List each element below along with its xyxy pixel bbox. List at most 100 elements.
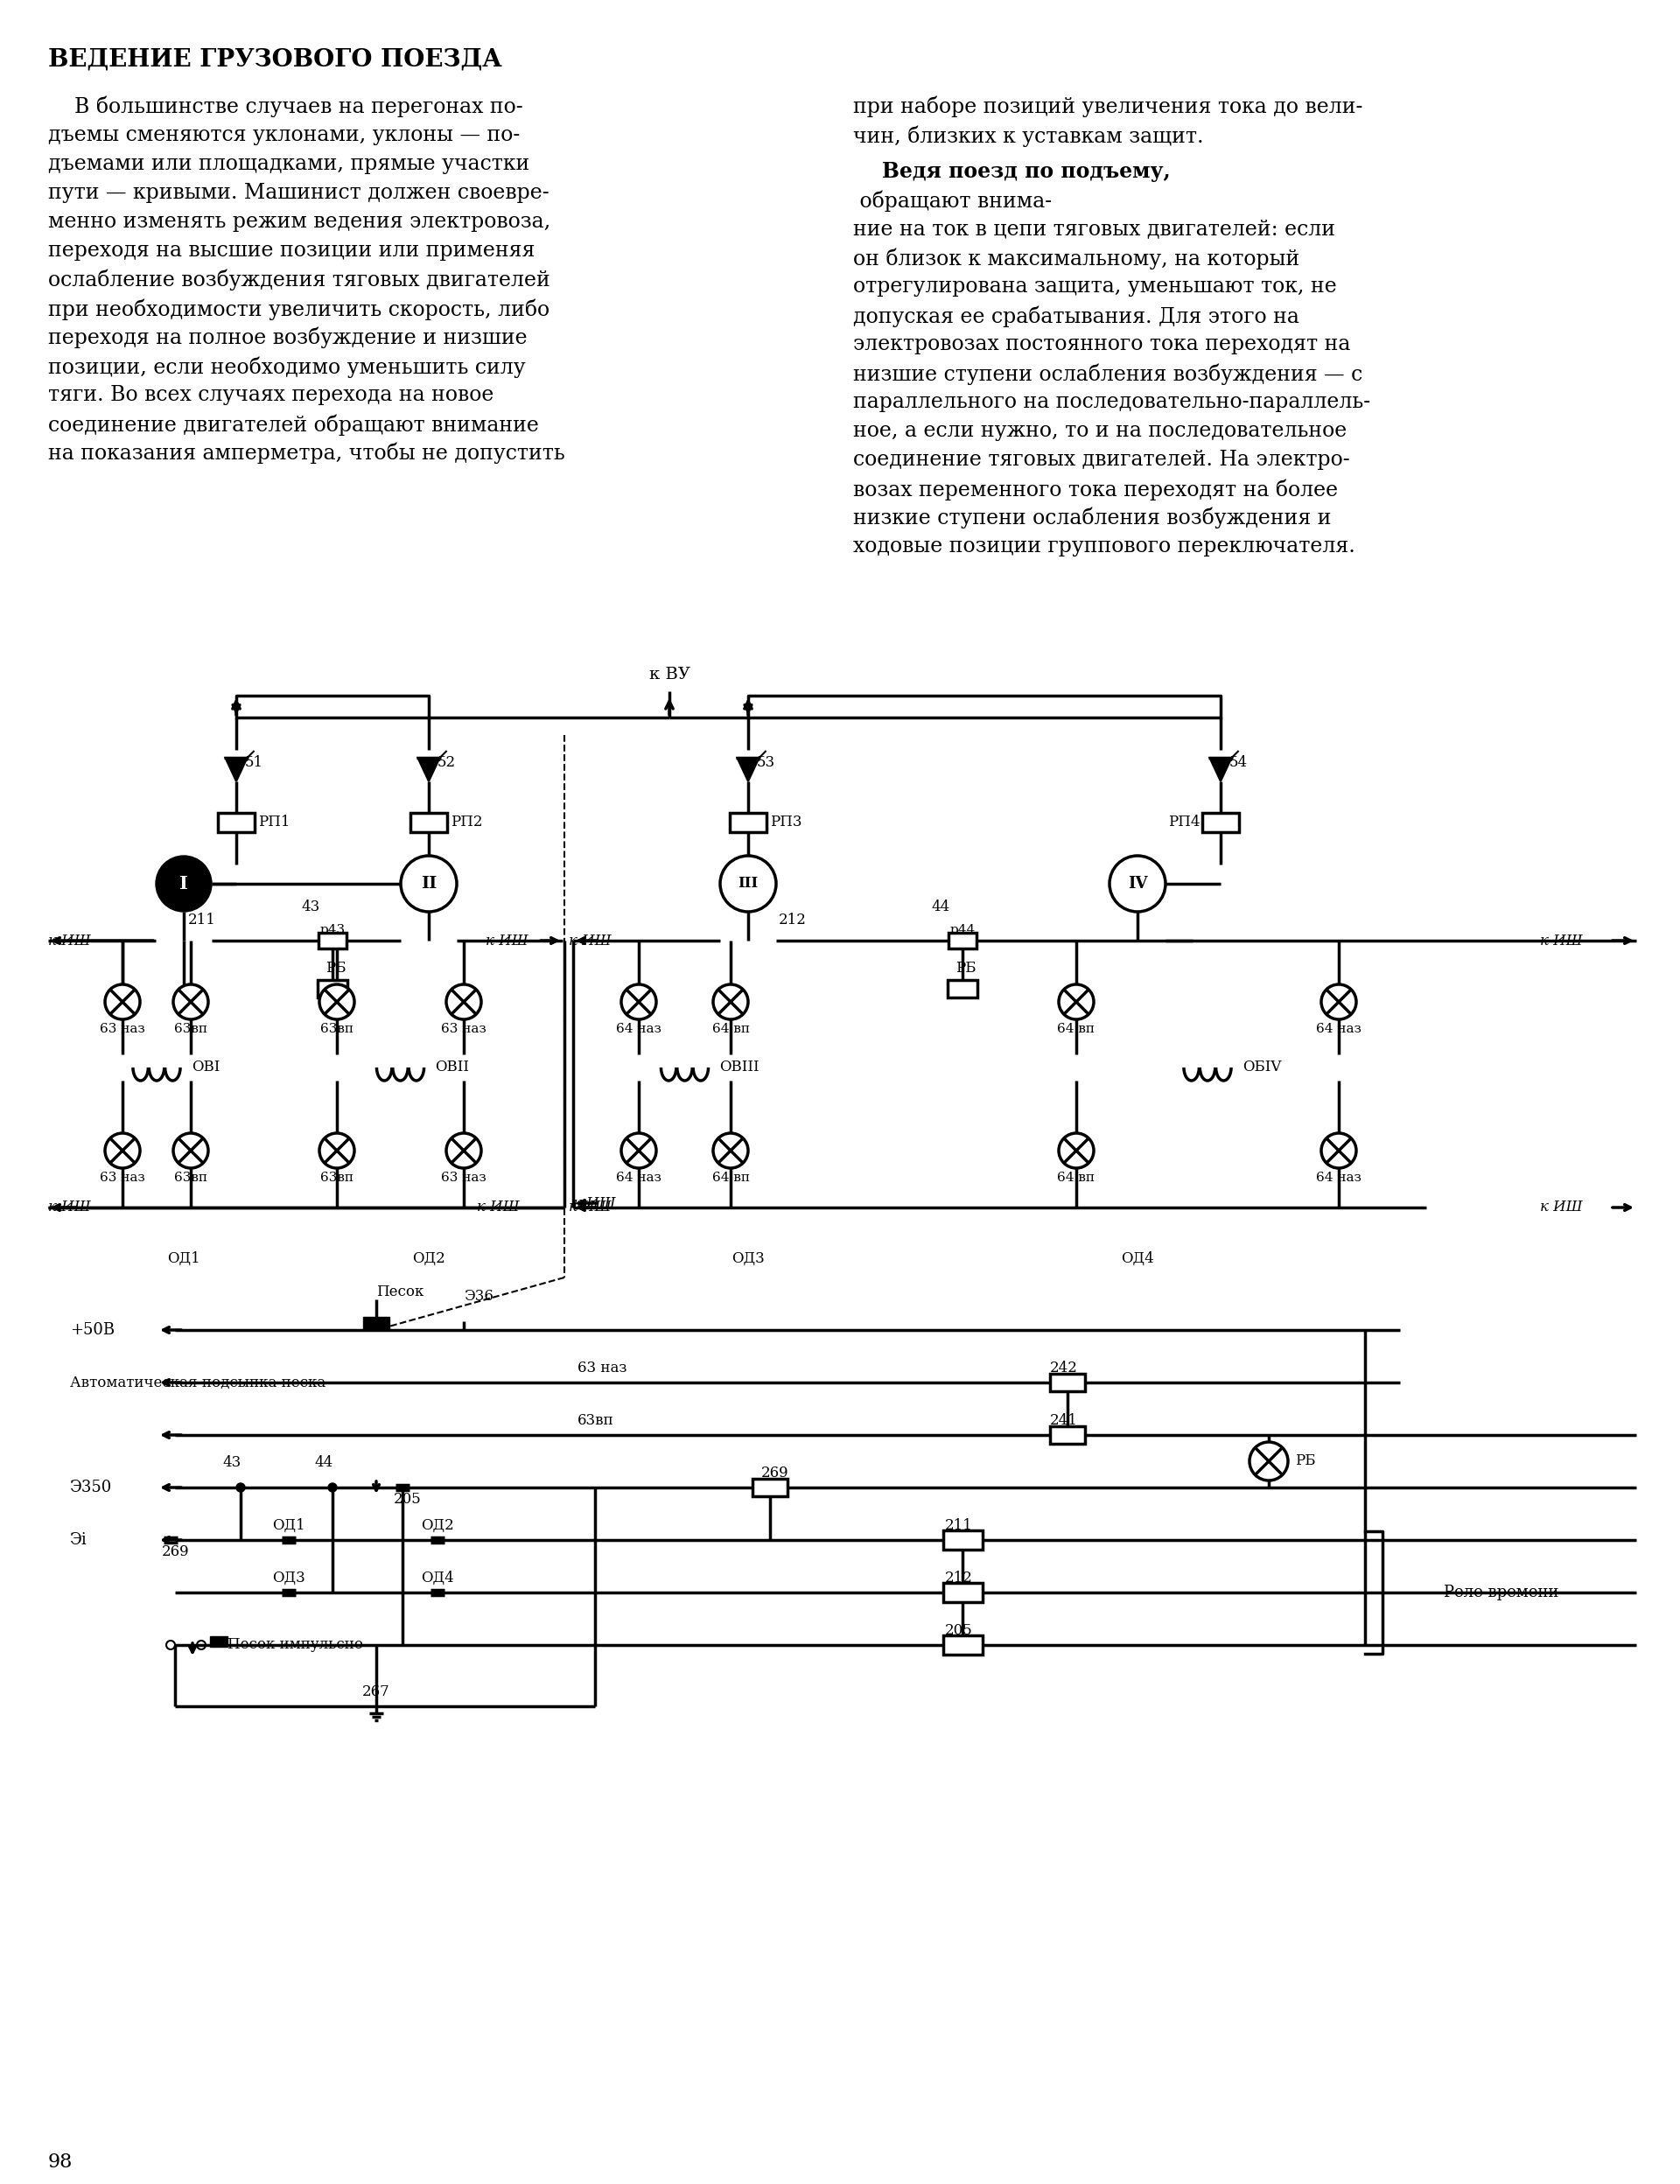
Text: II: II bbox=[420, 876, 437, 891]
Text: ходовые позиции группового переключателя.: ходовые позиции группового переключателя… bbox=[853, 537, 1356, 557]
Text: 64 наз: 64 наз bbox=[617, 1171, 662, 1184]
Circle shape bbox=[447, 985, 480, 1020]
Text: 98: 98 bbox=[49, 2153, 72, 2171]
Text: низкие ступени ослабления возбуждения и: низкие ступени ослабления возбуждения и bbox=[853, 507, 1331, 529]
Bar bbox=[949, 933, 976, 948]
Text: менно изменять режим ведения электровоза,: менно изменять режим ведения электровоза… bbox=[49, 212, 551, 232]
Text: 242: 242 bbox=[1050, 1361, 1079, 1376]
Text: 63вп: 63вп bbox=[175, 1171, 207, 1184]
Text: ОД4: ОД4 bbox=[422, 1570, 454, 1586]
Text: отрегулирована защита, уменьшают ток, не: отрегулирована защита, уменьшают ток, не bbox=[853, 277, 1337, 297]
Text: 64 вп: 64 вп bbox=[712, 1171, 749, 1184]
Polygon shape bbox=[1210, 758, 1231, 782]
Text: ОД2: ОД2 bbox=[412, 1251, 445, 1267]
Text: 63вп: 63вп bbox=[321, 1022, 353, 1035]
Text: 64 вп: 64 вп bbox=[1057, 1022, 1095, 1035]
Text: пути — кривыми. Машинист должен своевре-: пути — кривыми. Машинист должен своевре- bbox=[49, 183, 549, 203]
Text: переходя на полное возбуждение и низшие: переходя на полное возбуждение и низшие bbox=[49, 328, 528, 349]
Text: 64 вп: 64 вп bbox=[1057, 1171, 1095, 1184]
Bar bbox=[210, 1636, 227, 1647]
Text: РП2: РП2 bbox=[450, 815, 482, 830]
Circle shape bbox=[319, 1133, 354, 1168]
Text: ОБIV: ОБIV bbox=[1243, 1059, 1282, 1075]
Text: РП3: РП3 bbox=[769, 815, 801, 830]
Text: р43: р43 bbox=[319, 924, 346, 937]
Text: 212: 212 bbox=[944, 1570, 973, 1586]
Bar bbox=[218, 812, 255, 832]
Text: 44: 44 bbox=[314, 1455, 333, 1470]
Text: РБ: РБ bbox=[956, 961, 976, 976]
Circle shape bbox=[447, 1133, 480, 1168]
Text: соединение тяговых двигателей. На электро-: соединение тяговых двигателей. На электр… bbox=[853, 450, 1349, 470]
Circle shape bbox=[319, 985, 354, 1020]
Text: 63вп: 63вп bbox=[578, 1413, 613, 1428]
Text: 269: 269 bbox=[161, 1544, 190, 1559]
Text: ОД3: ОД3 bbox=[272, 1570, 306, 1586]
Text: к ВУ: к ВУ bbox=[648, 666, 690, 681]
Text: ное, а если нужно, то и на последовательное: ное, а если нужно, то и на последователь… bbox=[853, 422, 1347, 441]
Bar bbox=[318, 981, 348, 998]
Bar bbox=[942, 1531, 983, 1551]
Text: В большинстве случаев на перегонах по-: В большинстве случаев на перегонах по- bbox=[49, 96, 522, 118]
Circle shape bbox=[1058, 1133, 1094, 1168]
Text: к ИШ: к ИШ bbox=[1541, 1199, 1583, 1214]
Text: 63 наз: 63 наз bbox=[99, 1171, 144, 1184]
Circle shape bbox=[1109, 856, 1166, 911]
Text: РП1: РП1 bbox=[259, 815, 291, 830]
Text: 51: 51 bbox=[245, 756, 264, 771]
Text: 63 наз: 63 наз bbox=[442, 1171, 487, 1184]
Text: к ИШ: к ИШ bbox=[573, 1195, 615, 1210]
Text: 241: 241 bbox=[1050, 1413, 1079, 1428]
Text: 211: 211 bbox=[944, 1518, 973, 1533]
Text: на показания амперметра, чтобы не допустить: на показания амперметра, чтобы не допуст… bbox=[49, 443, 564, 465]
Bar bbox=[1050, 1374, 1085, 1391]
Text: позиции, если необходимо уменьшить силу: позиции, если необходимо уменьшить силу bbox=[49, 356, 526, 378]
Bar bbox=[410, 812, 447, 832]
Text: ОВIII: ОВIII bbox=[719, 1059, 759, 1075]
Text: соединение двигателей обращают внимание: соединение двигателей обращают внимание bbox=[49, 415, 539, 435]
Text: 63вп: 63вп bbox=[321, 1171, 353, 1184]
Text: ОВII: ОВII bbox=[435, 1059, 469, 1075]
Circle shape bbox=[104, 1133, 139, 1168]
Text: 63 наз: 63 наз bbox=[578, 1361, 627, 1376]
Circle shape bbox=[173, 985, 208, 1020]
Text: 64 наз: 64 наз bbox=[1315, 1171, 1361, 1184]
Bar bbox=[729, 812, 766, 832]
Text: III: III bbox=[738, 876, 758, 891]
Circle shape bbox=[104, 985, 139, 1020]
Text: дъемы сменяются уклонами, уклоны — по-: дъемы сменяются уклонами, уклоны — по- bbox=[49, 124, 521, 146]
Text: 64 наз: 64 наз bbox=[617, 1022, 662, 1035]
Bar bbox=[942, 1583, 983, 1603]
Text: 43: 43 bbox=[301, 900, 319, 915]
Text: чин, близких к уставкам защит.: чин, близких к уставкам защит. bbox=[853, 124, 1203, 146]
Text: I: I bbox=[180, 876, 188, 893]
Circle shape bbox=[328, 1483, 338, 1492]
Text: к ИШ: к ИШ bbox=[49, 1199, 91, 1214]
Polygon shape bbox=[738, 758, 759, 782]
Text: Реле времени: Реле времени bbox=[1443, 1586, 1559, 1601]
Circle shape bbox=[622, 985, 657, 1020]
Text: 44: 44 bbox=[931, 900, 949, 915]
Text: Песок импульсно: Песок импульсно bbox=[227, 1638, 363, 1653]
Text: тяги. Во всех случаях перехода на новое: тяги. Во всех случаях перехода на новое bbox=[49, 384, 494, 404]
Text: 212: 212 bbox=[780, 913, 806, 928]
Text: 205: 205 bbox=[944, 1623, 973, 1638]
Circle shape bbox=[1320, 1133, 1356, 1168]
Circle shape bbox=[156, 856, 212, 911]
Text: 63 наз: 63 наз bbox=[442, 1022, 487, 1035]
Bar bbox=[948, 981, 978, 998]
Text: допуская ее срабатывания. Для этого на: допуская ее срабатывания. Для этого на bbox=[853, 306, 1299, 328]
Text: возах переменного тока переходят на более: возах переменного тока переходят на боле… bbox=[853, 478, 1337, 500]
Text: 64 наз: 64 наз bbox=[1315, 1022, 1361, 1035]
Text: ОВI: ОВI bbox=[192, 1059, 220, 1075]
Text: ОД4: ОД4 bbox=[1121, 1251, 1154, 1267]
Bar bbox=[363, 1317, 390, 1330]
Text: 54: 54 bbox=[1230, 756, 1248, 771]
Text: РБ: РБ bbox=[1295, 1455, 1315, 1468]
Text: ОД3: ОД3 bbox=[731, 1251, 764, 1267]
Text: низшие ступени ослабления возбуждения — с: низшие ступени ослабления возбуждения — … bbox=[853, 363, 1362, 384]
Text: 205: 205 bbox=[393, 1492, 422, 1507]
Bar bbox=[942, 1636, 983, 1655]
Text: 267: 267 bbox=[363, 1684, 390, 1699]
Text: Ведя поезд по подъему,: Ведя поезд по подъему, bbox=[853, 162, 1171, 181]
